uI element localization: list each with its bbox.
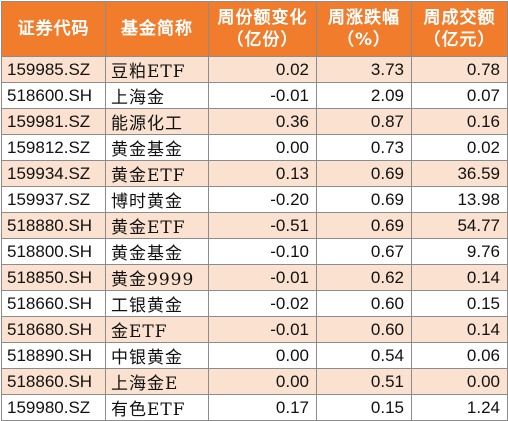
cell-code: 159934.SZ [1,160,106,187]
table-row: 518890.SH 中银黄金 0.00 0.54 0.06 [1,342,508,369]
cell-turnover: 0.14 [411,264,508,291]
cell-name: 豆粕ETF [105,56,209,83]
table-row: 159934.SZ 黄金ETF 0.13 0.69 36.59 [1,160,508,187]
header-share-change-line1: 周份额变化 [217,8,308,28]
cell-code: 159937.SZ [1,186,106,213]
cell-name: 黄金ETF [105,212,209,239]
table-header: 证券代码 基金简称 周份额变化 （亿份） 周涨跌幅 （%） 周成交额 （亿元） [1,1,508,57]
table-row: 159980.SZ 有色ETF 0.17 0.15 1.24 [1,394,508,421]
cell-turnover: 1.24 [411,394,508,421]
table-row: 518880.SH 黄金ETF -0.51 0.69 54.77 [1,212,508,239]
cell-weekly-change: 0.73 [316,134,412,161]
cell-weekly-change: 3.73 [316,56,412,83]
table-row: 159812.SZ 黄金基金 0.00 0.73 0.02 [1,134,508,161]
cell-code: 159981.SZ [1,108,106,135]
cell-name: 上海金 [105,82,209,109]
cell-share-change: 0.00 [208,134,317,161]
cell-share-change: -0.51 [208,212,317,239]
table-row: 518680.SH 金ETF -0.01 0.60 0.14 [1,316,508,343]
cell-weekly-change: 0.60 [316,290,412,317]
cell-turnover: 9.76 [411,238,508,265]
cell-code: 518890.SH [1,342,106,369]
cell-share-change: -0.20 [208,186,317,213]
cell-turnover: 0.14 [411,316,508,343]
table-row: 518660.SH 工银黄金 -0.02 0.60 0.15 [1,290,508,317]
header-weekly-change-line1: 周涨跌幅 [328,8,400,28]
cell-turnover: 36.59 [411,160,508,187]
cell-weekly-change: 0.87 [316,108,412,135]
cell-name: 黄金9999 [105,264,209,291]
cell-name: 黄金基金 [105,238,209,265]
cell-share-change: 0.17 [208,394,317,421]
cell-share-change: -0.01 [208,316,317,343]
table-row: 159985.SZ 豆粕ETF 0.02 3.73 0.78 [1,56,508,83]
cell-weekly-change: 0.69 [316,186,412,213]
cell-turnover: 0.06 [411,342,508,369]
cell-weekly-change: 0.69 [316,212,412,239]
cell-weekly-change: 0.62 [316,264,412,291]
cell-share-change: -0.01 [208,264,317,291]
header-weekly-change-line2: （%） [336,30,392,50]
table-row: 159981.SZ 能源化工 0.36 0.87 0.16 [1,108,508,135]
cell-name: 金ETF [105,316,209,343]
cell-name: 上海金E [105,368,209,395]
cell-share-change: 0.02 [208,56,317,83]
header-name: 基金简称 [105,1,209,57]
cell-turnover: 54.77 [411,212,508,239]
cell-name: 工银黄金 [105,290,209,317]
cell-name: 黄金ETF [105,160,209,187]
table-body: 159985.SZ 豆粕ETF 0.02 3.73 0.78 518600.SH… [1,56,508,421]
cell-share-change: 0.13 [208,160,317,187]
cell-weekly-change: 0.54 [316,342,412,369]
cell-code: 159980.SZ [1,394,106,421]
cell-share-change: -0.01 [208,82,317,109]
table-row: 518800.SH 黄金基金 -0.10 0.67 9.76 [1,238,508,265]
cell-turnover: 0.15 [411,290,508,317]
header-share-change: 周份额变化 （亿份） [208,1,317,57]
cell-code: 518800.SH [1,238,106,265]
table-row: 518850.SH 黄金9999 -0.01 0.62 0.14 [1,264,508,291]
cell-weekly-change: 2.09 [316,82,412,109]
table-row: 159937.SZ 博时黄金 -0.20 0.69 13.98 [1,186,508,213]
cell-weekly-change: 0.69 [316,160,412,187]
cell-name: 黄金基金 [105,134,209,161]
cell-name: 博时黄金 [105,186,209,213]
header-turnover-line2: （亿元） [423,30,496,50]
cell-code: 159985.SZ [1,56,106,83]
cell-turnover: 0.78 [411,56,508,83]
header-weekly-change: 周涨跌幅 （%） [316,1,412,57]
cell-code: 518600.SH [1,82,106,109]
header-row: 证券代码 基金简称 周份额变化 （亿份） 周涨跌幅 （%） 周成交额 （亿元） [1,1,508,57]
header-turnover-line1: 周成交额 [423,8,496,28]
cell-share-change: 0.00 [208,368,317,395]
cell-share-change: 0.36 [208,108,317,135]
cell-code: 518880.SH [1,212,106,239]
table-row: 518860.SH 上海金E 0.00 0.51 0.00 [1,368,508,395]
cell-code: 159812.SZ [1,134,106,161]
cell-share-change: 0.00 [208,342,317,369]
cell-name: 能源化工 [105,108,209,135]
cell-turnover: 13.98 [411,186,508,213]
cell-weekly-change: 0.51 [316,368,412,395]
cell-share-change: -0.10 [208,238,317,265]
cell-name: 中银黄金 [105,342,209,369]
table-row: 518600.SH 上海金 -0.01 2.09 0.07 [1,82,508,109]
cell-share-change: -0.02 [208,290,317,317]
cell-weekly-change: 0.60 [316,316,412,343]
cell-code: 518680.SH [1,316,106,343]
header-share-change-line2: （亿份） [226,30,299,50]
cell-weekly-change: 0.15 [316,394,412,421]
cell-code: 518850.SH [1,264,106,291]
cell-code: 518660.SH [1,290,106,317]
cell-turnover: 0.07 [411,82,508,109]
header-turnover: 周成交额 （亿元） [411,1,508,57]
cell-code: 518860.SH [1,368,106,395]
cell-turnover: 0.16 [411,108,508,135]
cell-name: 有色ETF [105,394,209,421]
cell-weekly-change: 0.67 [316,238,412,265]
cell-turnover: 0.00 [411,368,508,395]
cell-turnover: 0.02 [411,134,508,161]
header-code: 证券代码 [1,1,106,57]
